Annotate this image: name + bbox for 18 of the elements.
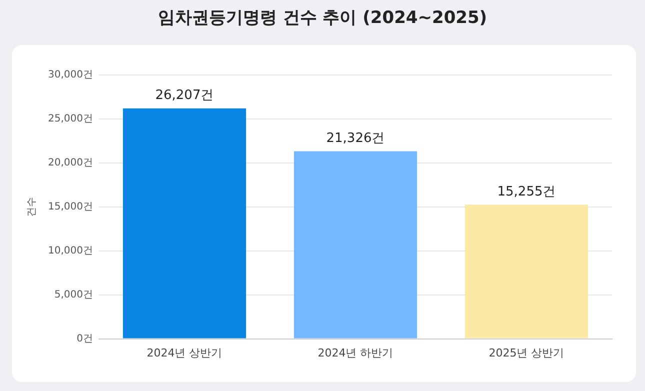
chart-title: 임차권등기명령 건수 추이 (2024~2025) bbox=[156, 7, 488, 29]
x-tick-label: 2025년 상반기 bbox=[488, 346, 564, 360]
data-label: 15,255건 bbox=[497, 184, 556, 200]
data-label: 26,207건 bbox=[155, 88, 214, 104]
y-tick-label: 25,000건 bbox=[48, 114, 93, 125]
y-tick-label: 15,000건 bbox=[48, 201, 93, 212]
y-tick-label: 0건 bbox=[76, 333, 93, 344]
y-axis-title: 건수 bbox=[26, 196, 38, 217]
x-tick-label: 2024년 하반기 bbox=[318, 346, 394, 360]
y-tick-label: 20,000건 bbox=[48, 158, 93, 169]
bar bbox=[122, 108, 246, 338]
y-tick-label: 5,000건 bbox=[54, 289, 93, 300]
data-label: 21,326건 bbox=[326, 131, 385, 146]
bar bbox=[294, 151, 418, 338]
y-tick-label: 10,000건 bbox=[48, 245, 93, 256]
x-tick-label: 2024년 상반기 bbox=[146, 346, 222, 360]
bar bbox=[464, 204, 588, 338]
y-tick-label: 30,000건 bbox=[48, 70, 93, 81]
